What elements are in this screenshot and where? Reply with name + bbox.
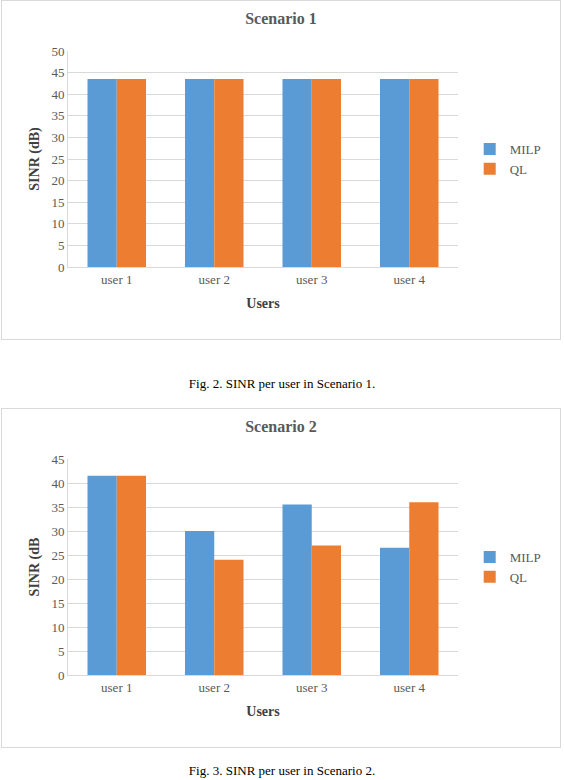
svg-text:SINR (dB: SINR (dB <box>27 538 43 597</box>
svg-text:5: 5 <box>58 238 65 253</box>
svg-text:user 3: user 3 <box>296 680 327 695</box>
svg-text:5: 5 <box>58 644 65 659</box>
svg-text:10: 10 <box>51 620 64 635</box>
svg-text:Users: Users <box>246 296 280 311</box>
html-text:Fig. 2. SINR per user in Scena: Fig. 2. SINR per user in Scenario 1. <box>188 376 376 391</box>
svg-text:user 3: user 3 <box>296 272 327 287</box>
svg-text:25: 25 <box>51 152 64 167</box>
svg-text:50: 50 <box>51 44 64 59</box>
svg-text:40: 40 <box>51 87 64 102</box>
svg-text:0: 0 <box>58 260 65 275</box>
svg-text:30: 30 <box>51 524 64 539</box>
svg-text:user 2: user 2 <box>199 680 230 695</box>
svg-text:Users: Users <box>246 704 280 719</box>
svg-text:25: 25 <box>51 548 64 563</box>
svg-text:40: 40 <box>51 476 64 491</box>
svg-text:20: 20 <box>51 173 64 188</box>
svg-text:20: 20 <box>51 572 64 587</box>
svg-text:user 4: user 4 <box>394 272 426 287</box>
svg-text:QL: QL <box>510 570 527 585</box>
svg-text:15: 15 <box>51 596 64 611</box>
svg-text:SINR (dB): SINR (dB) <box>27 127 43 191</box>
svg-text:45: 45 <box>51 65 64 80</box>
svg-text:user 4: user 4 <box>394 680 426 695</box>
svg-text:QL: QL <box>510 162 527 177</box>
svg-text:MILP: MILP <box>510 142 541 157</box>
svg-text:user 1: user 1 <box>101 680 132 695</box>
svg-text:35: 35 <box>51 500 64 515</box>
svg-text:Scenario 2: Scenario 2 <box>245 418 317 435</box>
svg-text:45: 45 <box>51 452 64 467</box>
svg-text:30: 30 <box>51 130 64 145</box>
svg-text:user 2: user 2 <box>199 272 230 287</box>
svg-text:10: 10 <box>51 216 64 231</box>
html-text:Fig. 3. SINR per user in Scena: Fig. 3. SINR per user in Scenario 2. <box>188 763 376 778</box>
svg-text:Scenario 1: Scenario 1 <box>245 10 317 27</box>
svg-text:user 1: user 1 <box>101 272 132 287</box>
svg-text:35: 35 <box>51 108 64 123</box>
svg-text:15: 15 <box>51 195 64 210</box>
svg-text:0: 0 <box>58 668 65 683</box>
svg-text:MILP: MILP <box>510 550 541 565</box>
